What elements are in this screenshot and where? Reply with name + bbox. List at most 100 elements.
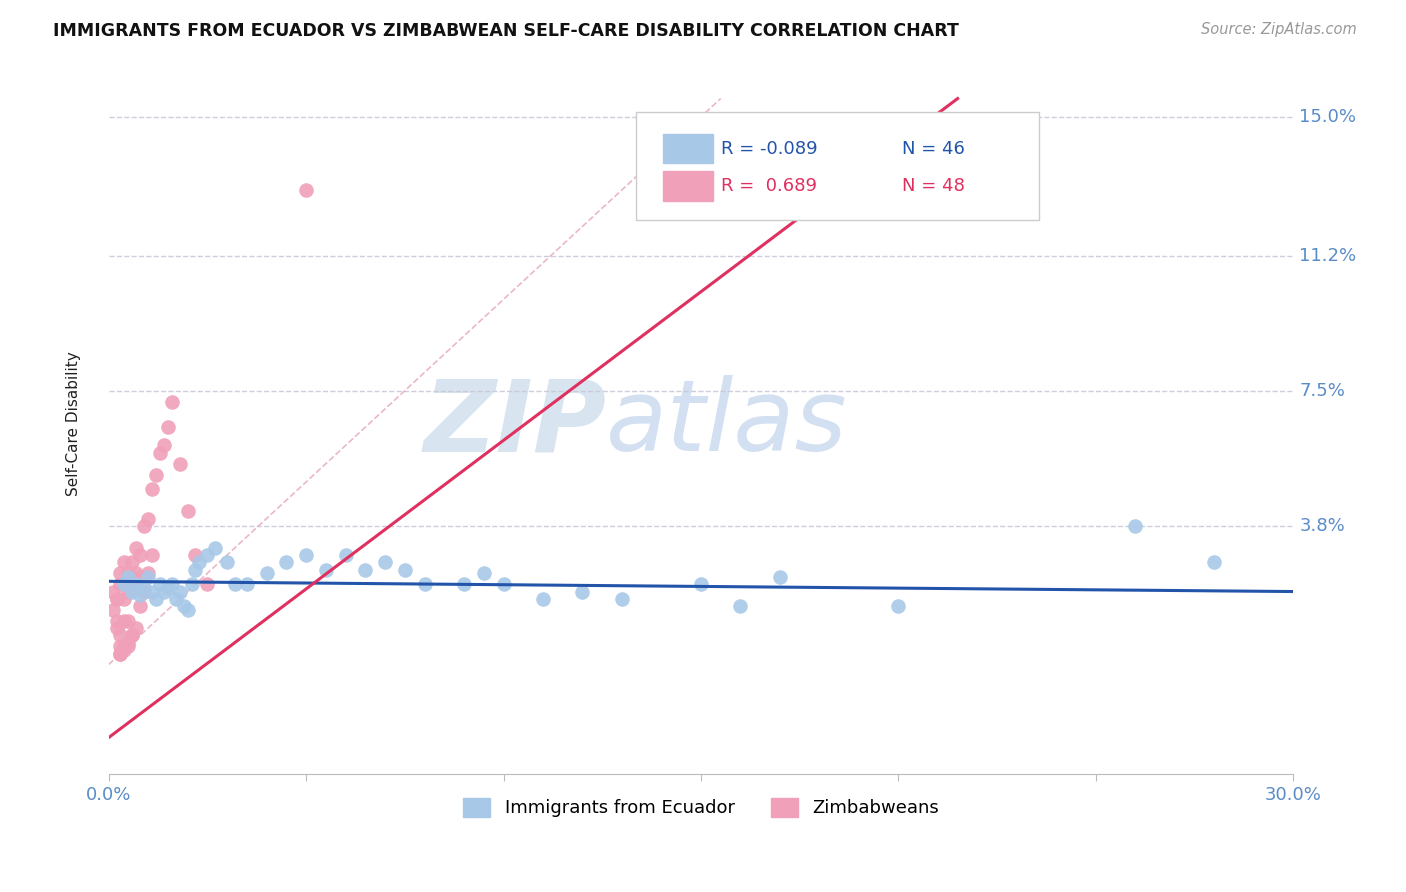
- Point: [121, 584, 143, 599]
- Point: [145, 591, 167, 606]
- Point: [105, 614, 128, 628]
- Point: [117, 566, 139, 581]
- Text: IMMIGRANTS FROM ECUADOR VS ZIMBABWEAN SELF-CARE DISABILITY CORRELATION CHART: IMMIGRANTS FROM ECUADOR VS ZIMBABWEAN SE…: [53, 22, 959, 40]
- Point: [156, 420, 179, 434]
- Text: R =  0.689: R = 0.689: [721, 177, 817, 194]
- Point: [121, 555, 143, 569]
- Point: [101, 584, 124, 599]
- Text: 11.2%: 11.2%: [1299, 246, 1357, 265]
- Legend: Immigrants from Ecuador, Zimbabweans: Immigrants from Ecuador, Zimbabweans: [456, 791, 946, 825]
- Text: N = 46: N = 46: [903, 140, 965, 158]
- Point: [335, 548, 357, 562]
- Text: 15.0%: 15.0%: [1299, 108, 1357, 126]
- Point: [1123, 518, 1146, 533]
- Point: [184, 563, 207, 577]
- Point: [453, 577, 475, 591]
- Point: [195, 548, 218, 562]
- Point: [110, 566, 132, 581]
- Point: [121, 577, 143, 591]
- Point: [472, 566, 495, 581]
- Point: [295, 548, 318, 562]
- Point: [134, 518, 156, 533]
- Point: [110, 647, 132, 661]
- Point: [101, 603, 124, 617]
- Point: [295, 183, 318, 197]
- Point: [105, 591, 128, 606]
- Point: [176, 603, 198, 617]
- Point: [1204, 555, 1226, 569]
- Point: [690, 577, 713, 591]
- Point: [217, 555, 239, 569]
- Point: [769, 570, 792, 584]
- Point: [125, 577, 148, 591]
- Point: [531, 591, 554, 606]
- FancyBboxPatch shape: [664, 134, 713, 163]
- Point: [125, 566, 148, 581]
- Point: [125, 541, 148, 555]
- Point: [110, 577, 132, 591]
- Point: [887, 599, 910, 614]
- Text: 3.8%: 3.8%: [1299, 516, 1346, 535]
- Point: [394, 563, 416, 577]
- Point: [112, 614, 135, 628]
- Point: [117, 584, 139, 599]
- Point: [169, 457, 191, 471]
- Text: 7.5%: 7.5%: [1299, 382, 1346, 400]
- Point: [121, 628, 143, 642]
- Point: [134, 581, 156, 595]
- Point: [125, 621, 148, 635]
- Text: atlas: atlas: [606, 375, 848, 472]
- Point: [129, 588, 152, 602]
- Point: [112, 640, 135, 654]
- Point: [571, 584, 593, 599]
- Point: [136, 566, 159, 581]
- Point: [105, 621, 128, 635]
- Point: [204, 541, 226, 555]
- Text: N = 48: N = 48: [903, 177, 965, 194]
- Point: [610, 591, 633, 606]
- Point: [173, 599, 195, 614]
- Point: [149, 577, 172, 591]
- FancyBboxPatch shape: [664, 171, 713, 201]
- Point: [112, 591, 135, 606]
- Point: [117, 614, 139, 628]
- Point: [110, 628, 132, 642]
- Point: [134, 584, 156, 599]
- Point: [188, 555, 211, 569]
- Point: [105, 591, 128, 606]
- Point: [156, 581, 179, 595]
- Point: [117, 640, 139, 654]
- Point: [141, 584, 163, 599]
- Point: [141, 548, 163, 562]
- Point: [136, 511, 159, 525]
- Point: [176, 504, 198, 518]
- Text: ZIP: ZIP: [423, 375, 606, 472]
- Point: [413, 577, 436, 591]
- Point: [169, 584, 191, 599]
- Point: [315, 563, 337, 577]
- Text: Source: ZipAtlas.com: Source: ZipAtlas.com: [1201, 22, 1357, 37]
- Point: [129, 599, 152, 614]
- Point: [129, 548, 152, 562]
- Point: [145, 467, 167, 482]
- Point: [141, 483, 163, 497]
- Point: [136, 570, 159, 584]
- Point: [112, 643, 135, 657]
- Point: [110, 640, 132, 654]
- Point: [149, 446, 172, 460]
- Point: [374, 555, 396, 569]
- Point: [180, 577, 202, 591]
- Point: [236, 577, 259, 591]
- Point: [112, 555, 135, 569]
- Point: [117, 635, 139, 649]
- Point: [112, 577, 135, 591]
- Point: [110, 647, 132, 661]
- Point: [492, 577, 515, 591]
- Point: [184, 548, 207, 562]
- Text: Self-Care Disability: Self-Care Disability: [66, 351, 80, 496]
- Point: [195, 577, 218, 591]
- FancyBboxPatch shape: [636, 112, 1039, 220]
- Point: [730, 599, 752, 614]
- Point: [153, 438, 176, 452]
- Point: [354, 563, 377, 577]
